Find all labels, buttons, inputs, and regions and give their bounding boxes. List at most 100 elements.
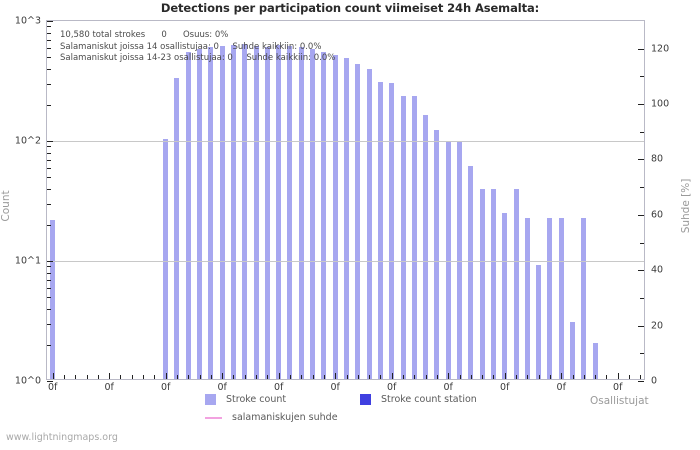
chart-bar: [366, 69, 372, 379]
y-axis-minor-tick-right: [640, 242, 644, 244]
x-axis-label: 0f: [500, 382, 510, 393]
y-axis-minor-tick-left: [47, 308, 51, 310]
chart-bar: [185, 52, 191, 379]
x-axis-minor-tick: [199, 375, 201, 379]
legend-item[interactable]: salamaniskujen suhde: [205, 412, 338, 423]
x-axis-minor-tick: [482, 375, 484, 379]
x-axis-minor-tick: [606, 375, 608, 379]
x-axis-minor-tick: [244, 375, 246, 379]
y-axis-tick-right: [638, 325, 644, 327]
chart-bar: [208, 47, 214, 379]
y-axis-minor-tick-left: [47, 272, 51, 274]
x-axis-label: 0f: [104, 382, 114, 393]
x-axis-minor-tick: [63, 375, 65, 379]
legend-color-swatch: [360, 394, 371, 405]
y-axis-minor-tick-left: [47, 104, 51, 106]
x-axis-minor-tick: [131, 375, 133, 379]
x-axis-label: 0f: [443, 382, 453, 393]
x-axis-minor-tick: [97, 375, 99, 379]
x-axis-label: 0f: [273, 382, 284, 393]
x-axis-minor-tick: [346, 375, 348, 379]
legend-item[interactable]: Stroke count station: [360, 394, 477, 405]
chart-bar: [50, 220, 56, 379]
y-axis-minor-tick-left: [47, 279, 51, 281]
y-axis-label-left: 10^0: [14, 375, 41, 387]
y-axis-label-right: 80: [651, 153, 664, 165]
legend-color-swatch: [205, 394, 216, 405]
chart-legend: Stroke count Stroke count station salamani…: [0, 392, 700, 432]
y-axis-minor-tick-right: [640, 76, 644, 78]
y-axis-minor-tick-left: [47, 39, 51, 41]
x-axis-minor-tick: [640, 375, 642, 379]
y-axis-tick-left: [47, 261, 53, 262]
legend-line-marker: [205, 416, 222, 419]
chart-bar: [457, 141, 463, 379]
y-axis-label-right: 0: [651, 375, 658, 387]
x-axis-minor-tick: [323, 375, 325, 379]
x-axis-minor-tick: [436, 375, 438, 379]
x-axis-minor-tick: [369, 375, 371, 379]
y-axis-minor-tick-right: [640, 353, 644, 355]
y-axis-minor-tick-left: [47, 224, 51, 226]
x-axis-tick: [391, 373, 393, 379]
x-axis-minor-tick: [120, 375, 122, 379]
x-axis-minor-tick: [549, 375, 551, 379]
x-axis-label: 0f: [387, 382, 397, 393]
chart-bar: [400, 95, 406, 379]
chart-bar: [434, 130, 440, 379]
chart-title: Detections per participation count viime…: [160, 1, 540, 15]
y-axis-minor-tick-left: [47, 266, 51, 268]
y-axis-minor-tick-left: [47, 323, 51, 325]
x-axis-minor-tick: [210, 375, 212, 379]
footer-url: www.lightningmaps.org: [6, 432, 118, 443]
y-axis-title-right: Suhde [%]: [680, 178, 692, 234]
y-axis-minor-tick-left: [47, 146, 51, 148]
gridline: [47, 141, 644, 142]
y-axis-minor-tick-right: [640, 131, 644, 133]
chart-bar: [377, 81, 383, 379]
x-axis-minor-tick: [233, 375, 235, 379]
y-axis-minor-tick-left: [47, 344, 51, 346]
y-axis-label-right: 120: [651, 43, 670, 55]
chart-bar: [321, 52, 327, 379]
chart-bar: [581, 217, 587, 379]
y-axis-tick-right: [638, 214, 644, 216]
x-axis-tick: [617, 373, 619, 379]
y-axis-minor-tick-left: [47, 47, 51, 49]
x-axis-minor-tick: [459, 375, 461, 379]
x-axis-minor-tick: [267, 375, 269, 379]
x-axis-minor-tick: [527, 375, 529, 379]
x-axis-minor-tick: [312, 375, 314, 379]
x-axis-minor-tick: [154, 375, 156, 379]
y-axis-label-left: 10^3: [14, 15, 41, 27]
x-axis-minor-tick: [470, 375, 472, 379]
y-axis-minor-tick-left: [47, 159, 51, 161]
chart-bar: [287, 45, 293, 379]
x-axis-minor-tick: [572, 375, 574, 379]
chart-bar: [445, 141, 451, 379]
y-axis-tick-right: [638, 270, 644, 272]
chart-bar: [355, 64, 361, 379]
x-axis-minor-tick: [176, 375, 178, 379]
x-axis-minor-tick: [403, 375, 404, 379]
chart-bar: [163, 139, 169, 379]
chart-bar: [423, 114, 429, 379]
y-axis-minor-tick-left: [47, 297, 51, 299]
gridline: [47, 261, 644, 262]
y-axis-minor-tick-left: [47, 203, 51, 205]
chart-bar: [389, 82, 395, 379]
chart-bar: [253, 45, 259, 379]
legend-label: Stroke count: [226, 394, 287, 405]
chart-bar: [592, 342, 598, 379]
x-axis-tick: [448, 373, 450, 379]
chart-bar: [332, 55, 338, 379]
chart-bar: [536, 264, 542, 379]
x-axis-label: 0f: [613, 382, 623, 393]
y-axis-tick-right: [638, 48, 644, 50]
chart-bar: [298, 47, 304, 379]
legend-item[interactable]: Stroke count: [205, 394, 286, 405]
chart-bar: [310, 49, 316, 379]
y-axis-minor-tick-left: [47, 83, 51, 85]
y-axis-tick-right: [638, 381, 644, 382]
x-axis-label: 0f: [160, 382, 171, 393]
